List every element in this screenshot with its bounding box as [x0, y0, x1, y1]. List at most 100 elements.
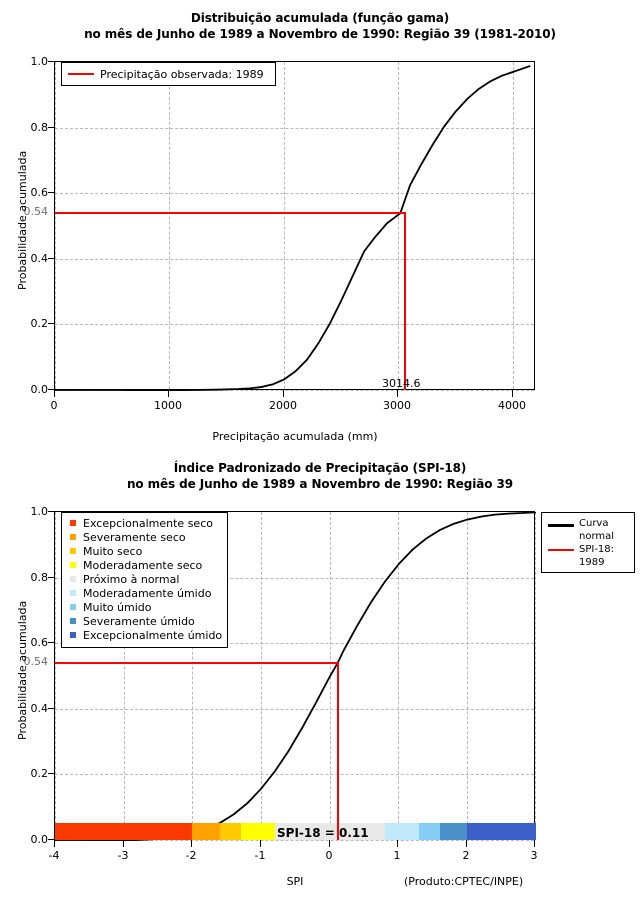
chart2-xtick-3: -1 — [254, 849, 266, 862]
chart2-xtickmark-3 — [534, 840, 535, 847]
spi-category-legend: Excepcionalmente seco Severamente seco Mui… — [61, 512, 228, 648]
chart2-title: Índice Padronizado de Precipitação (SPI-… — [0, 460, 640, 492]
curve-legend-label: SPI-18: 1989 — [579, 544, 615, 568]
chart2-xaxis-title: SPI — [286, 875, 304, 888]
curve-legend-item: Curva normal — [544, 517, 630, 543]
spi-category-item: Severamente seco — [66, 530, 221, 544]
chart1-xtick-0: 0 — [50, 399, 58, 412]
category-swatch-icon — [70, 618, 76, 624]
chart1-xaxis-title: Precipitação acumulada (mm) — [212, 430, 378, 443]
chart2-marker-vertical — [337, 662, 339, 840]
chart1-curve — [55, 65, 531, 391]
chart2-yaxis-title: Probabilidade acumulada — [16, 600, 29, 740]
chart1-title: Distribuição acumulada (função gama) no … — [0, 10, 640, 42]
chart1-title-line2: no mês de Junho de 1989 a Novembro de 19… — [84, 27, 556, 41]
chart1-legend-item-observed: Precipitação observada: 1989 — [62, 63, 275, 85]
chart2-xtick-2: -2 — [185, 849, 197, 862]
chart1-marker-y-label: 0.54 — [23, 205, 49, 218]
chart2-xtick-0: -4 — [48, 849, 60, 862]
chart1-ytickmark-2 — [48, 258, 54, 259]
colorbar-segment-7 — [439, 823, 468, 840]
chart1-plot-area — [54, 61, 535, 391]
chart2-title-line2: no mês de Junho de 1989 a Novembro de 19… — [126, 477, 514, 491]
chart2-title-line1: Índice Padronizado de Precipitação (SPI-… — [173, 461, 467, 475]
colorbar-segment-6 — [419, 823, 440, 840]
chart1-xtick-1: 1000 — [154, 399, 182, 412]
curve-legend-label: Curva normal — [579, 518, 615, 542]
chart1-ytick-3: 0.6 — [30, 186, 49, 199]
colorbar-segment-4 — [274, 823, 385, 840]
chart1-legend: Precipitação observada: 1989 — [61, 62, 276, 86]
colorbar-segment-5 — [384, 823, 420, 840]
chart2-ytick-0: 0.0 — [30, 833, 49, 846]
chart-cumulative-gamma: Distribuição acumulada (função gama) no … — [0, 10, 640, 443]
chart1-ytickmark-1 — [48, 323, 54, 324]
spi-readout: SPI-18 = 0.11 — [277, 826, 369, 840]
chart2-xtick-1: -3 — [117, 849, 129, 862]
chart2-xtick-6: 2 — [462, 849, 470, 862]
chart2-xtickmark--3 — [123, 840, 124, 847]
category-swatch-icon — [70, 590, 76, 596]
chart2-xtick-5: 1 — [393, 849, 401, 862]
colorbar-segment-8 — [467, 823, 536, 840]
chart1-ytick-5: 1.0 — [30, 55, 49, 68]
chart2-xtickmark--4 — [54, 840, 55, 847]
chart1-xtickmark-3000 — [397, 390, 398, 397]
chart2-ytickmark-1 — [48, 773, 54, 774]
colorbar-segment-1 — [192, 823, 220, 840]
chart2-ytickmark-2 — [48, 708, 54, 709]
category-swatch-icon — [70, 534, 76, 540]
category-label: Excepcionalmente seco — [83, 516, 213, 530]
chart1-legend-label: Precipitação observada: 1989 — [100, 67, 264, 81]
chart2-xtickmark-1 — [397, 840, 398, 847]
chart1-xtick-3: 3000 — [383, 399, 411, 412]
chart2-xtick-4: 0 — [325, 849, 333, 862]
colorbar-segment-3 — [240, 823, 275, 840]
category-swatch-icon — [70, 562, 76, 568]
category-swatch-icon — [70, 548, 76, 554]
colorbar-segment-0 — [55, 823, 193, 840]
chart2-xtickmark-2 — [466, 840, 467, 847]
chart2-ytickmark-3 — [48, 642, 54, 643]
red-line-icon — [548, 549, 574, 551]
chart1-marker-vertical — [404, 212, 406, 390]
spi-category-colorbar — [55, 823, 536, 840]
chart1-xtickmark-4000 — [512, 390, 513, 397]
chart1-yaxis-title: Probabilidade acumulada — [16, 150, 29, 290]
black-line-icon — [548, 524, 574, 527]
curve-legend-item: SPI-18: 1989 — [544, 543, 630, 569]
category-label: Excepcionalmente úmido — [83, 628, 223, 642]
credit-text: (Produto:CPTEC/INPE) — [404, 875, 524, 888]
chart2-xtickmark-0 — [329, 840, 330, 847]
spi-category-item: Moderadamente seco — [66, 558, 221, 572]
chart2-marker-horizontal — [55, 662, 338, 664]
chart2-xtickmark--1 — [260, 840, 261, 847]
chart-spi-18: Índice Padronizado de Precipitação (SPI-… — [0, 450, 640, 900]
spi-category-item: Severamente úmido — [66, 614, 221, 628]
chart2-ytick-1: 0.2 — [30, 767, 49, 780]
spi-category-item: Moderadamente úmido — [66, 586, 221, 600]
chart2-xtick-7: 3 — [530, 849, 538, 862]
spi-category-item: Excepcionalmente úmido — [66, 628, 223, 642]
chart2-ytickmark-5 — [48, 511, 54, 512]
chart2-ytick-3: 0.6 — [30, 636, 49, 649]
category-label: Severamente seco — [83, 530, 186, 544]
chart2-curve-legend: Curva normal SPI-18: 1989 — [541, 512, 635, 573]
chart2-ytick-2: 0.4 — [30, 702, 49, 715]
chart1-ytickmark-4 — [48, 127, 54, 128]
chart1-xtick-4: 4000 — [498, 399, 526, 412]
category-swatch-icon — [70, 632, 76, 638]
category-label: Moderadamente úmido — [83, 586, 212, 600]
chart2-ytickmark-4 — [48, 577, 54, 578]
category-label: Moderadamente seco — [83, 558, 203, 572]
chart1-ytick-4: 0.8 — [30, 121, 49, 134]
chart1-ytickmark-5 — [48, 61, 54, 62]
spi-category-item: Muito úmido — [66, 600, 221, 614]
chart2-ytick-4: 0.8 — [30, 571, 49, 584]
category-swatch-icon — [70, 576, 76, 582]
spi-category-item: Muito seco — [66, 544, 221, 558]
category-label: Próximo à normal — [83, 572, 180, 586]
chart1-marker-horizontal — [55, 212, 405, 214]
category-swatch-icon — [70, 520, 76, 526]
chart1-xtickmark-2000 — [283, 390, 284, 397]
